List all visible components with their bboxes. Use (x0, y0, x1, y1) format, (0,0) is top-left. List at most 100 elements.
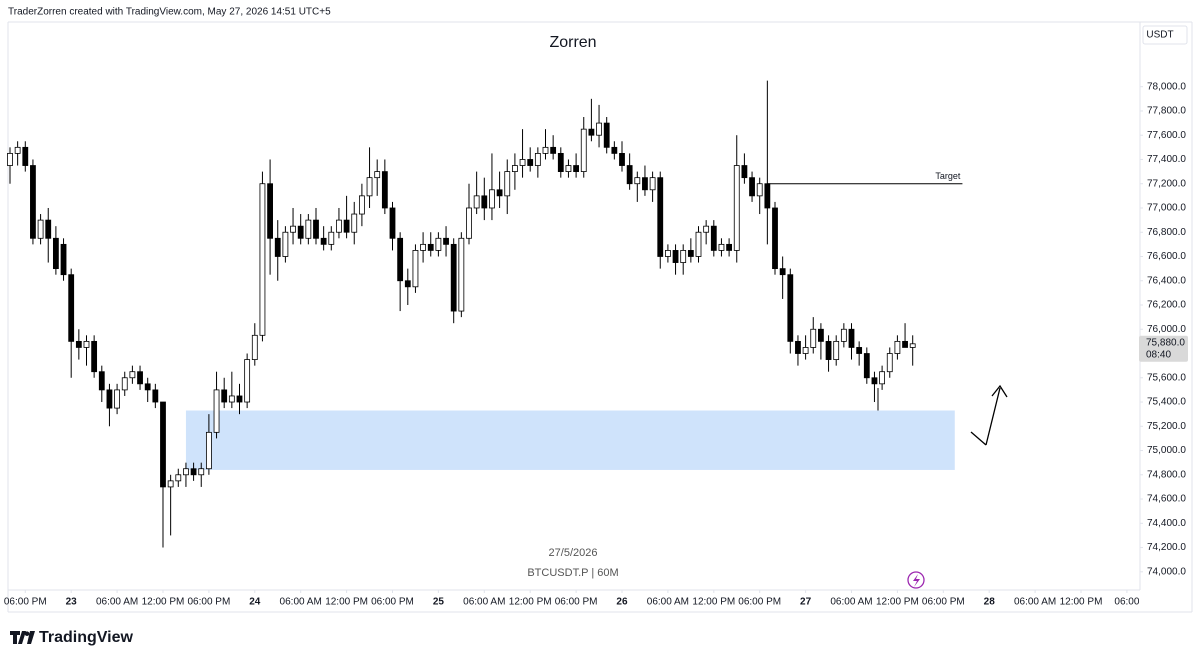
candle-body (749, 177, 755, 197)
y-tick-label: 75,000.0 (1147, 445, 1186, 456)
candle-body (902, 340, 908, 348)
candle-body (121, 377, 128, 391)
candle-body (649, 177, 656, 191)
candle-body (619, 153, 625, 166)
candle-body (420, 243, 426, 251)
candle-body (550, 146, 557, 154)
candle-body (343, 219, 350, 233)
candle-body (695, 231, 702, 257)
candle-body (848, 328, 855, 348)
candle-body (818, 328, 824, 342)
candle-body (244, 359, 251, 403)
candle-body (825, 340, 832, 360)
candle-body (366, 177, 373, 197)
candle-body (290, 225, 296, 233)
header-text: TraderZorren created with TradingView.co… (8, 7, 331, 18)
candle-body (68, 274, 75, 342)
candle-body (856, 347, 863, 354)
drawn-arrow-tail (970, 431, 987, 446)
candle-body (435, 237, 442, 251)
candle-body (833, 340, 840, 360)
candle-body (534, 153, 541, 166)
currency-box (1142, 25, 1188, 45)
demand-zone (185, 410, 955, 470)
candle-body (381, 171, 388, 209)
candle-body (129, 371, 136, 379)
y-tick-label: 74,000.0 (1147, 566, 1186, 577)
y-tick-label: 75,600.0 (1147, 372, 1186, 383)
candle-body (52, 237, 59, 270)
x-tick-label: 12:00 PM (142, 597, 185, 608)
candle-body (458, 237, 465, 312)
candle-body (588, 128, 595, 136)
candle-body (320, 237, 327, 245)
candle-body (802, 347, 809, 354)
candle-body (259, 183, 266, 336)
candle-body (328, 231, 335, 245)
candle-body (412, 250, 419, 288)
candle-body (397, 237, 404, 282)
candle-body (313, 219, 319, 239)
candle-body (542, 146, 549, 154)
candle-body (152, 389, 159, 403)
x-tick-label: 06:00 PM (738, 597, 781, 608)
y-tick-label: 77,000.0 (1147, 203, 1186, 214)
candle-body (282, 231, 289, 257)
candle-body (580, 128, 587, 172)
candle-body (680, 250, 687, 263)
candle-body (221, 389, 228, 403)
last-price-label: 75,880.0 (1146, 337, 1185, 348)
candle-body (190, 468, 197, 476)
candle-body (596, 122, 602, 136)
y-tick-label: 76,200.0 (1147, 300, 1186, 311)
candle-body (642, 177, 648, 191)
candle-body (30, 165, 36, 239)
lightning-icon[interactable] (907, 571, 925, 589)
y-tick-label: 77,200.0 (1147, 178, 1186, 189)
candle-body (251, 334, 258, 360)
candle-body (144, 383, 151, 391)
y-tick-label: 78,000.0 (1147, 81, 1186, 92)
footer-logo: TradingView (10, 629, 134, 646)
x-tick-label: 06:00 PM (4, 597, 47, 608)
y-tick-label: 75,200.0 (1147, 421, 1186, 432)
candle-body (37, 219, 44, 239)
candle-body (672, 250, 679, 263)
y-tick-label: 76,400.0 (1147, 275, 1186, 286)
chart-title: Zorren (549, 34, 596, 51)
y-tick-label: 74,400.0 (1147, 518, 1186, 529)
x-tick-label: 27 (800, 597, 812, 608)
candle-body (404, 280, 411, 288)
candle-body (351, 213, 358, 233)
candle-body (473, 195, 480, 209)
candle-body (75, 340, 82, 348)
candle-body (336, 219, 342, 233)
x-tick-label: 06:00 AM (96, 597, 138, 608)
candle-body (557, 153, 564, 172)
candle-body (710, 225, 717, 251)
candle-body (634, 177, 641, 185)
candle-body (718, 243, 725, 251)
candle-body (22, 146, 29, 166)
x-tick-label: 06:00 AM (463, 597, 505, 608)
drawn-arrow (985, 384, 1008, 446)
candle-body (374, 171, 381, 179)
candle-body (795, 340, 801, 354)
x-tick-label: 06:00 AM (647, 597, 689, 608)
x-tick-label: 06:00 PM (187, 597, 230, 608)
candle-body (83, 340, 90, 348)
candle-body (106, 389, 113, 409)
candle-body (527, 159, 534, 166)
candle-body (909, 343, 916, 348)
x-tick-label: 12:00 PM (509, 597, 552, 608)
candle-body (664, 250, 671, 257)
candle-body (894, 340, 901, 354)
candle-body (481, 195, 488, 209)
x-tick-label: 12:00 PM (876, 597, 919, 608)
x-tick-label: 06:00 AM (830, 597, 872, 608)
candle-body (305, 219, 312, 239)
y-tick-label: 77,600.0 (1147, 130, 1186, 141)
candle-body (879, 371, 886, 385)
